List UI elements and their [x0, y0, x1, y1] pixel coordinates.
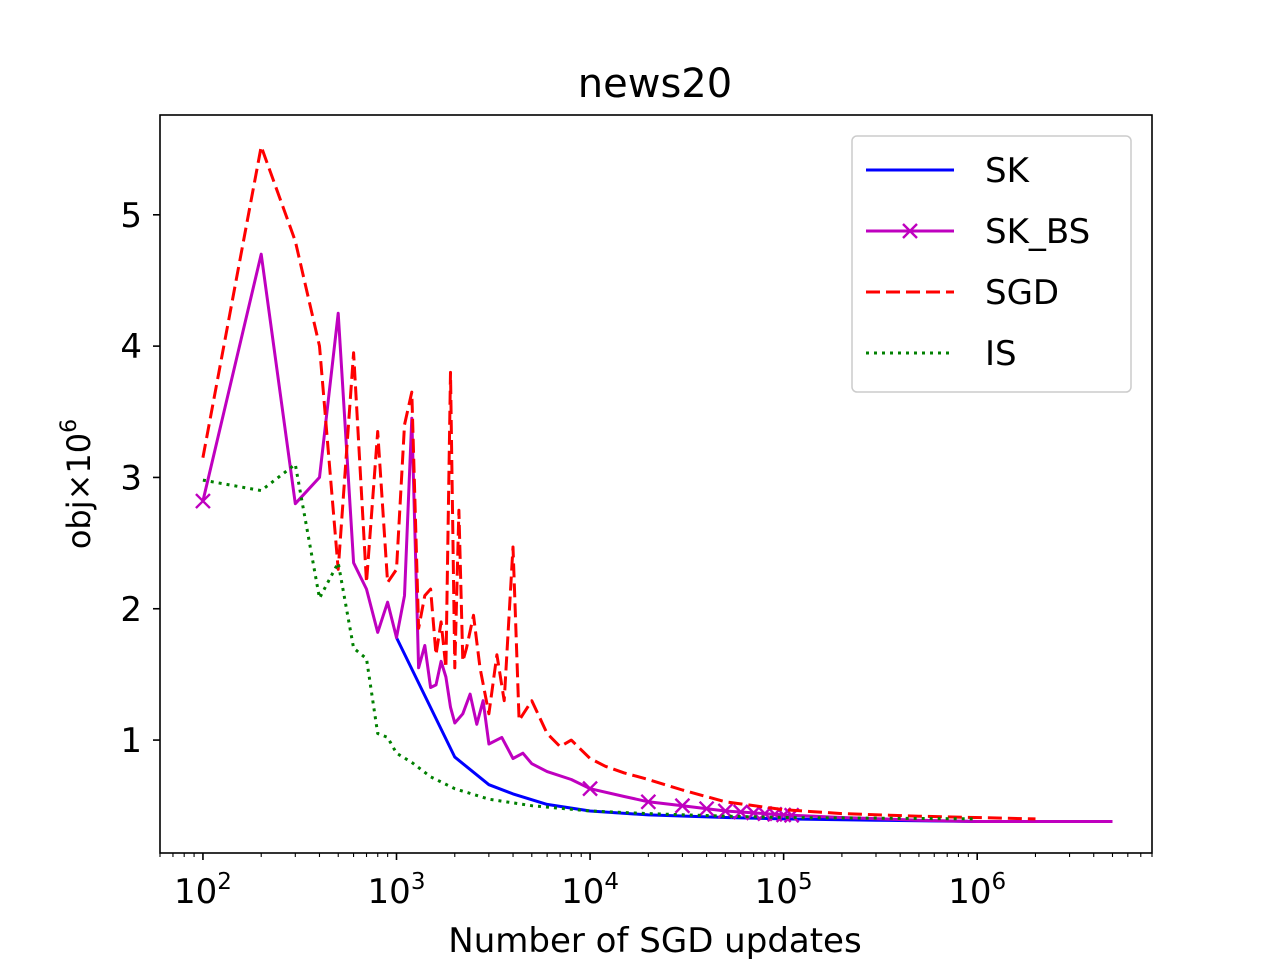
- x-tick-label: 105: [755, 869, 813, 912]
- legend-label: IS: [985, 334, 1017, 374]
- series-marker-x-icon: [195, 493, 211, 509]
- y-tick-label: 5: [120, 196, 142, 236]
- series-marker-x-icon: [674, 797, 691, 814]
- legend: SK SK_BS SGD IS: [851, 135, 1132, 393]
- x-axis-label: Number of SGD updates: [448, 921, 861, 960]
- y-tick-label: 4: [120, 327, 142, 367]
- chart-title: news20: [578, 61, 732, 107]
- axes-frame: [159, 114, 1153, 854]
- legend-label: SGD: [985, 273, 1059, 313]
- series-marker-x-icon: [582, 780, 598, 797]
- series-marker-x-icon: [698, 800, 715, 817]
- y-axis-label: obj×106: [57, 419, 98, 549]
- legend-marker-x-icon: [902, 223, 918, 239]
- series-line-is: [202, 462, 978, 821]
- series-marker-x-icon: [640, 793, 657, 810]
- legend-label: SK_BS: [985, 212, 1090, 252]
- y-tick-label: 1: [120, 721, 142, 761]
- series-marker-x-icon: [732, 804, 749, 820]
- series-line-sgd: [201, 145, 1036, 821]
- x-axis: 102 103 104 105 106: [159, 853, 1153, 912]
- series-line-sk: [395, 636, 1113, 823]
- legend-label: SK: [985, 151, 1031, 191]
- y-tick-label: 3: [120, 458, 142, 498]
- x-tick-label: 106: [948, 869, 1006, 912]
- y-axis-label-text: obj×10: [60, 433, 98, 549]
- legend-box: [851, 135, 1132, 393]
- y-axis-label-exponent: 6: [57, 419, 82, 433]
- x-tick-label: 103: [368, 869, 426, 912]
- y-tick-label: 2: [120, 590, 142, 630]
- x-tick-label: 104: [561, 869, 619, 912]
- series-line-sk-bs: [201, 252, 1113, 823]
- x-tick-label: 102: [174, 869, 232, 912]
- y-axis: 1 2 3 4 5: [120, 196, 160, 761]
- plot-area: [195, 145, 1113, 824]
